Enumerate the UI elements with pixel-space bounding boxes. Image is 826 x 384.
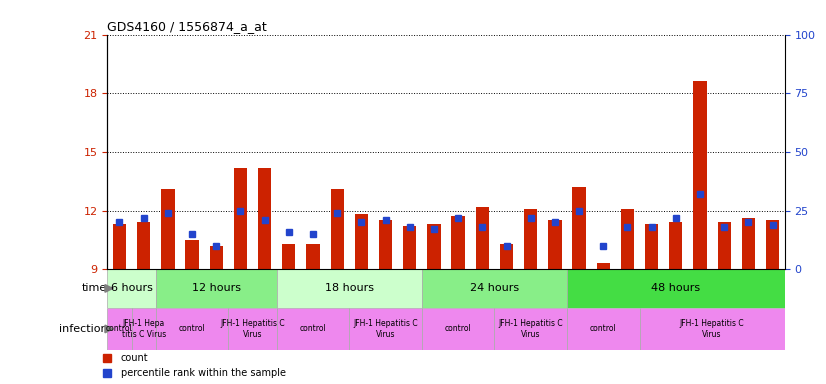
Bar [131,308,156,350]
Bar [452,217,465,269]
Bar [107,308,131,350]
Bar [500,244,513,269]
Text: time: time [82,283,107,293]
Bar [379,220,392,269]
Bar [567,269,785,308]
Bar [161,189,174,269]
Bar [524,209,538,269]
Bar [349,308,422,350]
Text: 6 hours: 6 hours [111,283,153,293]
Bar [621,209,634,269]
Bar [693,81,707,269]
Text: control: control [444,324,472,333]
Text: JFH-1 Hepatitis C
Virus: JFH-1 Hepatitis C Virus [680,319,744,339]
Bar [645,224,658,269]
Bar [137,222,150,269]
Bar [766,220,779,269]
Bar [185,240,199,269]
Bar [113,224,126,269]
Text: 18 hours: 18 hours [325,283,374,293]
Bar [596,263,610,269]
Text: 48 hours: 48 hours [651,283,700,293]
Bar [277,269,422,308]
Bar [548,220,562,269]
Text: control: control [178,324,206,333]
Bar [234,167,247,269]
Bar [476,207,489,269]
Text: percentile rank within the sample: percentile rank within the sample [121,368,286,378]
Text: JFH-1 Hepa
titis C Virus: JFH-1 Hepa titis C Virus [121,319,166,339]
Bar [306,244,320,269]
Text: 24 hours: 24 hours [470,283,519,293]
Text: control: control [106,324,133,333]
Bar [403,226,416,269]
Bar [330,189,344,269]
Bar [495,308,567,350]
Bar [210,246,223,269]
Text: 12 hours: 12 hours [192,283,240,293]
Bar [228,308,277,350]
Text: control: control [590,324,617,333]
Text: count: count [121,353,149,363]
Bar [107,269,156,308]
Text: GDS4160 / 1556874_a_at: GDS4160 / 1556874_a_at [107,20,267,33]
Bar [277,308,349,350]
Bar [639,308,785,350]
Bar [718,222,731,269]
Text: control: control [300,324,326,333]
Bar [742,218,755,269]
Bar [427,224,440,269]
Bar [422,269,567,308]
Bar [156,308,228,350]
Bar [572,187,586,269]
Bar [354,215,368,269]
Bar [282,244,296,269]
Bar [422,308,495,350]
Text: JFH-1 Hepatitis C
Virus: JFH-1 Hepatitis C Virus [498,319,563,339]
Bar [258,167,271,269]
Bar [669,222,682,269]
Bar [567,308,639,350]
Text: JFH-1 Hepatitis C
Virus: JFH-1 Hepatitis C Virus [354,319,418,339]
Text: JFH-1 Hepatitis C
Virus: JFH-1 Hepatitis C Virus [221,319,285,339]
Bar [156,269,277,308]
Text: infection: infection [59,324,107,334]
